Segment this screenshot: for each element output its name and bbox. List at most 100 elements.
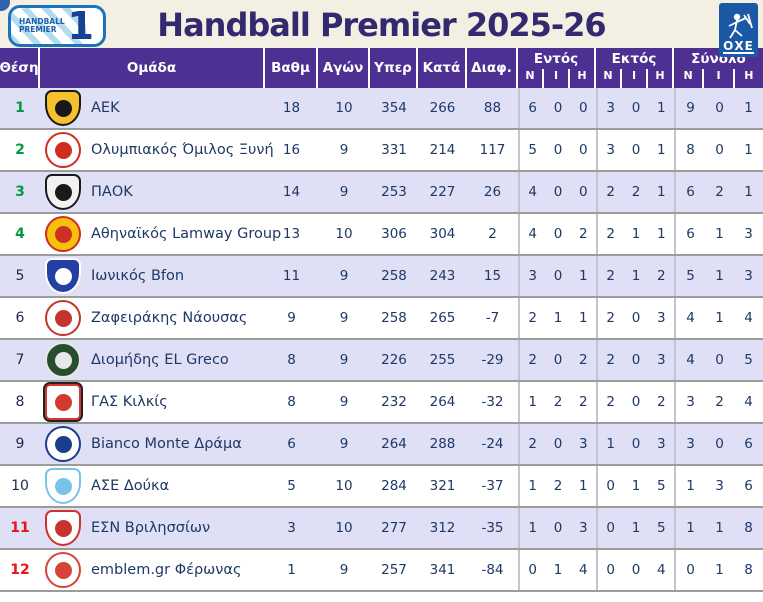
total-record: 4 1 4 [674,298,763,338]
games-cell: 9 [339,352,349,368]
league-logo-number: 1 [67,5,94,47]
total-draws: 1 [715,226,724,242]
away-losses: 1 [657,184,666,200]
goals-against-cell: 255 [429,352,456,368]
home-wins: 5 [528,142,537,158]
team-name: ΑΕΚ [91,100,120,116]
goals-against-cell: 227 [429,184,456,200]
total-wins: 3 [686,394,695,410]
games-cell: 10 [335,520,353,536]
games-cell: 10 [335,100,353,116]
total-losses: 1 [744,184,753,200]
col-goals-for: Υπερ [370,48,418,88]
total-draws: 0 [715,142,724,158]
home-losses: 3 [579,436,588,452]
away-draws: 0 [631,142,641,158]
team-logo [45,132,81,168]
table-row: 10 ΑΣΕ Δούκα 5 10 284 321 -37 1 2 1 0 1 5 1 3 6 [0,466,763,508]
col-home-wins: Ν [525,69,535,82]
away-losses: 1 [657,100,666,116]
team-name: Αθηναϊκός Lamway Group [91,226,282,242]
away-draws: 0 [631,352,641,368]
total-draws: 3 [715,478,724,494]
away-draws: 0 [631,310,641,326]
goals-against-cell: 304 [429,226,456,242]
goals-for-cell: 257 [381,562,407,578]
away-draws: 0 [631,436,641,452]
title-bar: HANDBALL PREMIER 1 Handball Premier 2025… [0,0,763,57]
goals-for-cell: 277 [381,520,407,536]
team-cell: ΕΣΝ Βριλησσίων [40,508,265,548]
team-cell: Bianco Monte Δράμα [40,424,265,464]
team-cell: ΑΣΕ Δούκα [40,466,265,506]
away-draws: 0 [631,562,641,578]
table-row: 1 ΑΕΚ 18 10 354 266 88 6 0 0 3 0 1 9 0 1 [0,88,763,130]
table-row: 12 emblem.gr Φέρωνας 1 9 257 341 -84 0 1 4 0 0 4 0 1 8 [0,550,763,592]
goals-against-cell: 312 [429,520,456,536]
points-cell: 3 [287,520,296,536]
team-name: emblem.gr Φέρωνας [91,562,242,578]
games-cell: 9 [339,268,349,284]
corner-dot-icon [0,0,10,11]
goals-against-cell: 243 [429,268,456,284]
points-cell: 9 [287,310,296,326]
away-wins: 2 [606,352,615,368]
away-draws: 1 [631,520,641,536]
col-team: Ομάδα [40,48,265,88]
col-diff: Διαφ. [467,48,518,88]
games-cell: 10 [335,226,353,242]
league-logo: HANDBALL PREMIER 1 [8,5,106,47]
table-row: 6 Ζαφειράκης Νάουσας 9 9 258 265 -7 2 1 1 2 0 3 4 1 4 [0,298,763,340]
total-wins: 8 [686,142,695,158]
games-cell: 9 [339,394,349,410]
team-cell: Ιωνικός Bfon [40,256,265,296]
home-losses: 0 [579,184,588,200]
home-wins: 4 [528,226,537,242]
away-losses: 1 [657,226,666,242]
diff-cell: 117 [479,142,506,158]
total-losses: 6 [744,436,753,452]
away-losses: 4 [657,562,666,578]
diff-cell: 26 [483,184,502,200]
home-wins: 2 [528,436,537,452]
total-record: 9 0 1 [674,88,763,128]
team-logo [45,258,81,294]
total-wins: 1 [686,478,695,494]
col-away-label: Εκτός [611,51,657,67]
position-cell: 5 [15,268,25,284]
total-losses: 4 [744,394,753,410]
goals-against-cell: 214 [429,142,456,158]
away-losses: 3 [657,436,666,452]
points-cell: 5 [287,478,296,494]
total-draws: 0 [715,100,724,116]
position-cell: 2 [15,142,25,158]
league-logo-text: HANDBALL PREMIER [19,18,65,34]
total-record: 3 0 6 [674,424,763,464]
total-record: 3 2 4 [674,382,763,422]
total-losses: 4 [744,310,753,326]
team-name: Ιωνικός Bfon [91,268,185,284]
team-logo [45,552,81,588]
total-record: 0 1 8 [674,550,763,590]
home-draws: 0 [553,352,563,368]
diff-cell: 15 [483,268,502,284]
home-draws: 1 [553,310,563,326]
team-logo [45,300,81,336]
total-draws: 1 [715,520,724,536]
col-away-losses: Η [646,69,672,88]
away-wins: 2 [606,394,615,410]
col-goals-against: Κατά [418,48,467,88]
team-logo [45,510,81,546]
diff-cell: -29 [481,352,504,368]
away-losses: 2 [657,394,666,410]
goals-for-cell: 258 [381,268,407,284]
total-record: 1 1 8 [674,508,763,548]
